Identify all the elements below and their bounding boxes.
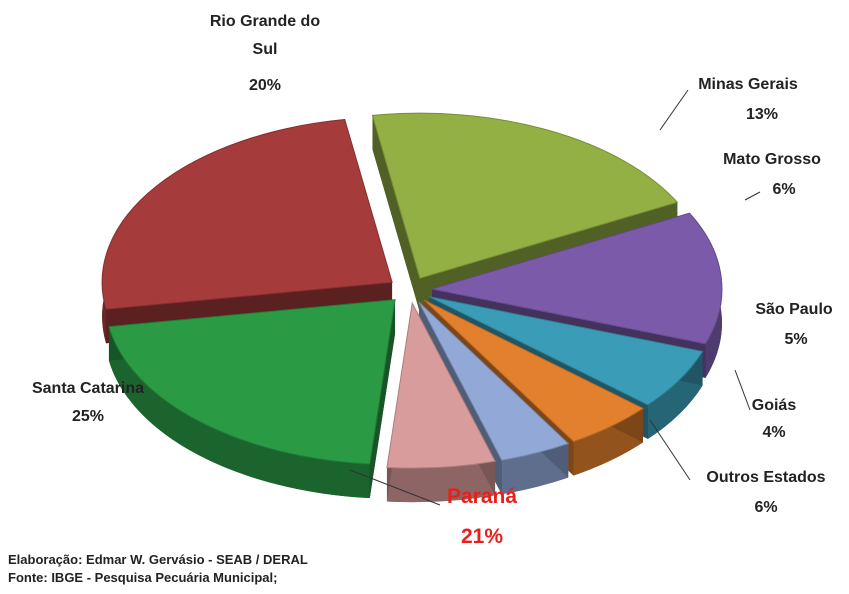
leader-line [734,369,751,411]
category-label: Minas Gerais [698,76,798,93]
value-label: 4% [762,424,786,441]
value-label: 6% [754,499,778,516]
value-label: 21% [460,525,504,548]
slice [108,299,396,465]
category-label: Outros Estados [706,469,826,486]
category-label: São Paulo [755,301,833,318]
leader-line [659,89,689,131]
credit: Elaboração: Edmar W. Gervásio - SEAB / D… [8,552,308,567]
slice-wall [106,119,393,344]
leader-line [349,469,441,506]
slice-side [108,326,370,499]
value-label: 6% [772,181,796,198]
slice-side [386,461,496,503]
value-label: 20% [248,77,282,94]
value-label: 25% [71,408,105,425]
slice [428,296,704,406]
slice [371,112,679,279]
slice [101,118,393,310]
category-label: Rio Grande do Sul [209,13,321,58]
value-label: 13% [745,106,779,123]
leader-line [744,191,761,201]
category-label: Mato Grosso [723,151,821,168]
category-label: Paraná [446,485,518,508]
value-label: 5% [784,331,808,348]
category-label: Goiás [751,397,797,414]
category-label: Santa Catarina [31,380,145,397]
slice [431,212,723,345]
slice [418,301,570,461]
source: Fonte: IBGE - Pesquisa Pecuária Municipa… [8,570,278,585]
leader-line [649,419,691,481]
slice [386,301,496,469]
slice [423,299,645,443]
slice-wall [429,296,703,439]
